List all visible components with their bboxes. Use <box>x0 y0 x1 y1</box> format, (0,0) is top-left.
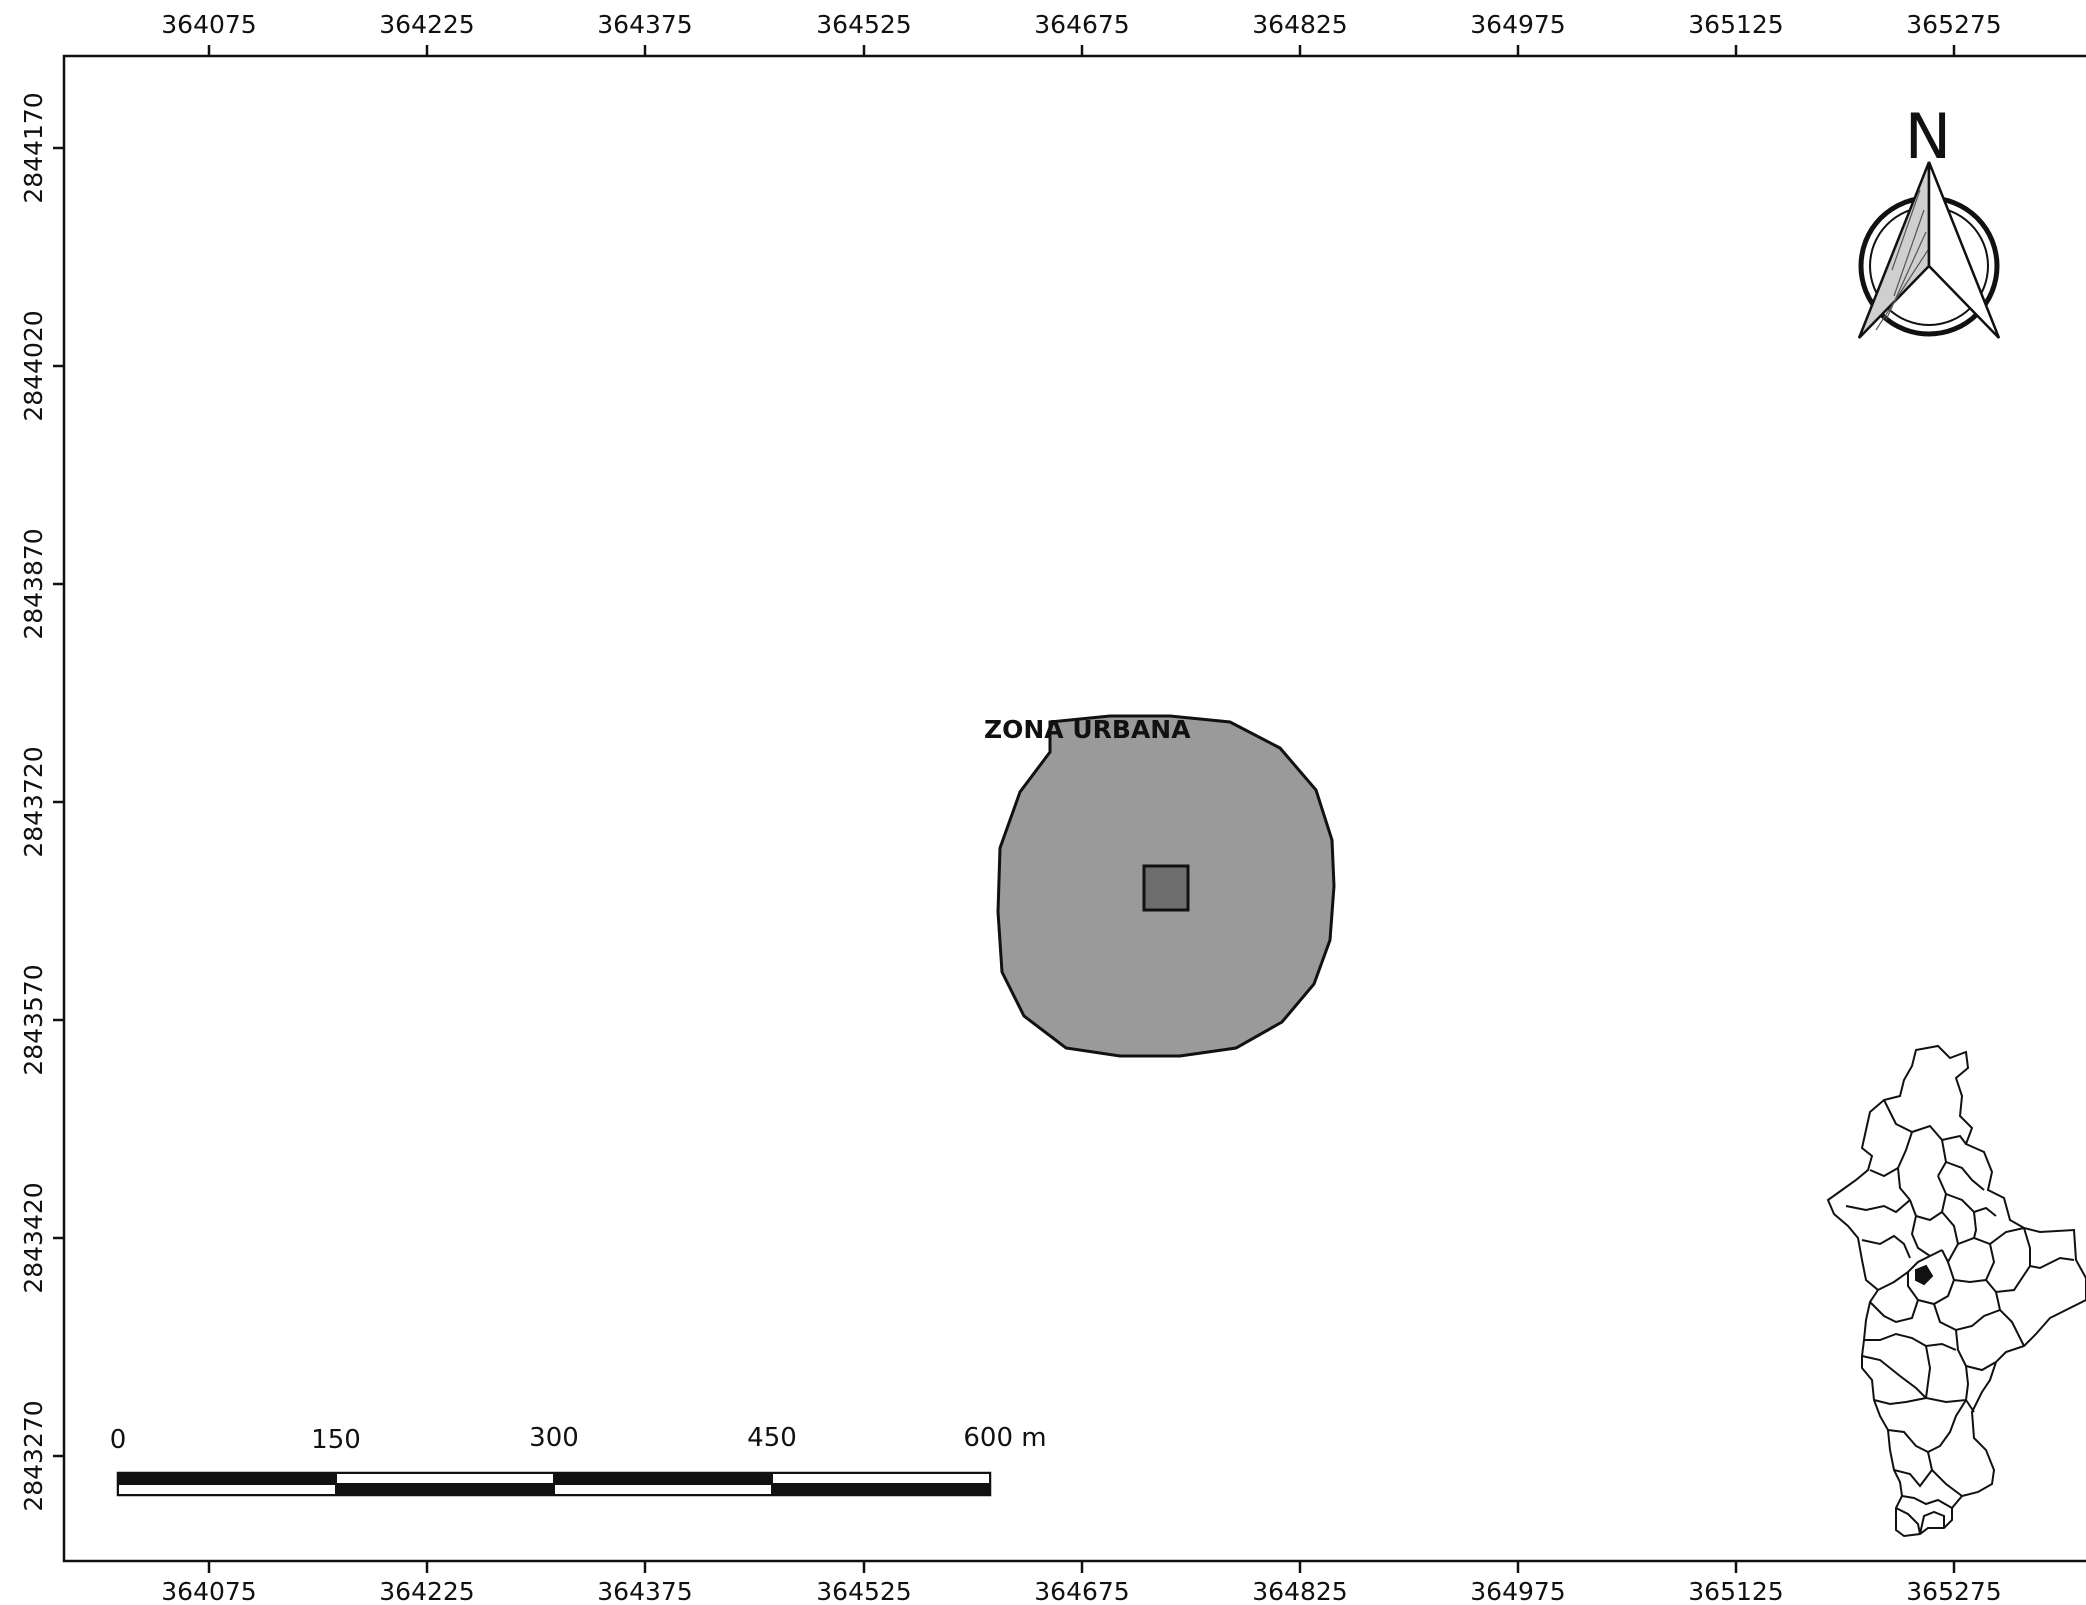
municipality-border <box>1887 1399 1967 1454</box>
municipality-border <box>1941 1134 1967 1145</box>
bottom-tick-label: 364975 <box>1470 1577 1565 1605</box>
left-tick-label: 2843270 <box>19 1400 48 1511</box>
municipality-border <box>1909 1175 1948 1222</box>
scale-label: 300 <box>529 1423 579 1453</box>
top-coordinate-axis: 364075 364225 364375 364525 364675 36482… <box>161 10 2002 56</box>
left-tick-label: 2843720 <box>19 746 48 857</box>
municipality-border <box>1933 1303 2001 1332</box>
north-label: N <box>1905 100 1951 173</box>
municipality-border <box>1864 1332 1957 1351</box>
left-tick-label: 2843870 <box>19 528 48 639</box>
locator-inset-map <box>1826 1044 2086 1538</box>
scale-label: 600 m <box>963 1423 1046 1453</box>
urban-zone-label: ZONA URBANA <box>984 715 1191 744</box>
scale-segment <box>336 1484 554 1495</box>
highlighted-municipality <box>1915 1264 1934 1286</box>
top-tick-label: 364225 <box>379 10 474 39</box>
scale-segment <box>117 1483 337 1496</box>
bottom-tick-label: 364675 <box>1034 1577 1129 1605</box>
top-tick-label: 365275 <box>1906 10 2001 39</box>
municipality-border <box>1919 1510 1945 1535</box>
municipality-border <box>1845 1199 1911 1214</box>
bottom-tick-label: 364225 <box>379 1577 474 1605</box>
municipality-border <box>1869 1167 1899 1178</box>
top-tick-label: 364525 <box>816 10 911 39</box>
municipality-border <box>1910 1215 1943 1258</box>
state-outline <box>1826 1044 2086 1538</box>
left-tick-label: 2844020 <box>19 310 48 421</box>
scale-label: 450 <box>747 1423 797 1453</box>
municipality-border <box>1927 1451 1963 1497</box>
left-tick-label: 2843570 <box>19 964 48 1075</box>
left-tick-label: 2844170 <box>19 92 48 203</box>
scale-segment <box>772 1484 990 1495</box>
municipality-border <box>1893 1469 1933 1488</box>
municipality-border <box>1965 1365 1970 1401</box>
scale-bar: 0 150 300 450 600 m <box>110 1423 1047 1497</box>
municipality-border <box>1901 1495 1953 1509</box>
municipality-border <box>1895 1507 1921 1535</box>
bottom-tick-label: 365125 <box>1688 1577 1783 1605</box>
top-tick-label: 364375 <box>597 10 692 39</box>
north-arrow-icon: N <box>1857 100 2001 339</box>
municipality-border <box>1861 1234 1911 1259</box>
scale-label: 150 <box>311 1425 361 1455</box>
top-tick-label: 364975 <box>1470 10 1565 39</box>
municipality-border <box>1984 1243 2031 1294</box>
scale-segment <box>335 1472 555 1485</box>
municipality-border <box>1873 1397 1927 1406</box>
top-tick-label: 364825 <box>1252 10 1347 39</box>
municipality-border <box>1953 1279 1987 1284</box>
site-marker[interactable] <box>1142 864 1190 912</box>
bottom-tick-label: 364825 <box>1252 1577 1347 1605</box>
municipality-border <box>1861 1355 1927 1399</box>
scale-segment <box>554 1473 772 1484</box>
municipality-border <box>1973 1211 1978 1239</box>
left-coordinate-axis: 2844170 2844020 2843870 2843720 2843570 … <box>19 92 64 1512</box>
bottom-tick-label: 364375 <box>597 1577 692 1605</box>
municipality-border <box>1924 1345 1975 1413</box>
municipality-border <box>1945 1161 1985 1191</box>
bottom-tick-label: 365275 <box>1906 1577 2001 1605</box>
scale-segment <box>771 1472 991 1485</box>
scale-label: 0 <box>110 1425 127 1455</box>
municipality-border <box>1869 1299 1919 1324</box>
municipality-border <box>2023 1227 2075 1270</box>
top-tick-label: 364675 <box>1034 10 1129 39</box>
scale-segment <box>118 1473 336 1484</box>
bottom-tick-label: 364525 <box>816 1577 911 1605</box>
scale-segment <box>553 1483 773 1496</box>
left-tick-label: 2843420 <box>19 1182 48 1293</box>
municipality-border <box>1995 1291 2025 1347</box>
bottom-coordinate-axis: 364075 364225 364375 364525 364675 36482… <box>161 1561 2002 1605</box>
bottom-tick-label: 364075 <box>161 1577 256 1605</box>
top-tick-label: 365125 <box>1688 10 1783 39</box>
top-tick-label: 364075 <box>161 10 256 39</box>
